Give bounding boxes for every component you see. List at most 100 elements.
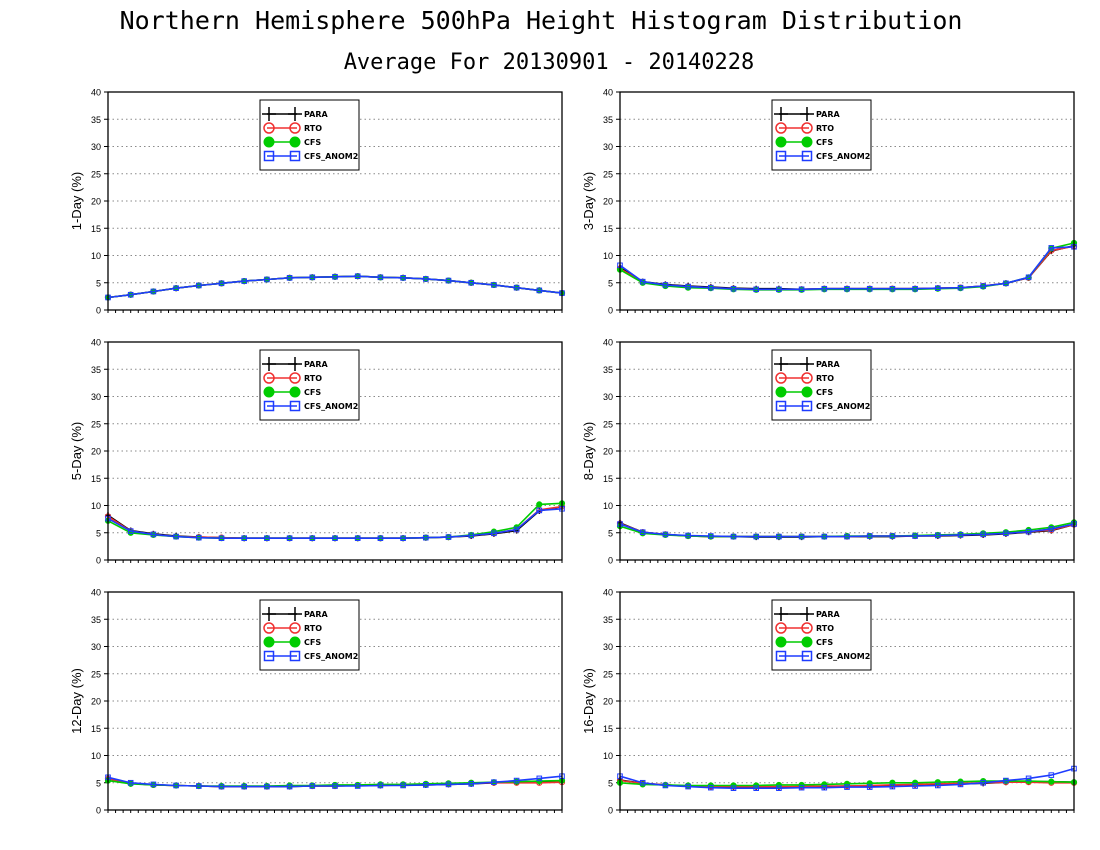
- cfs-anom2-marker: [935, 285, 941, 291]
- legend: PARA RTO CFS CFS_ANOM2: [771, 599, 872, 671]
- legend-box: [259, 99, 360, 171]
- cfs-anom2-marker: [173, 533, 179, 540]
- cfs-anom2-marker: [150, 288, 157, 295]
- y-tick-label: 35: [603, 615, 613, 625]
- series-line-cfs-anom2: [619, 523, 1075, 538]
- cfs-anom2-marker: [309, 274, 316, 281]
- cfs-marker: [263, 136, 275, 148]
- cfs-anom2-marker: [980, 531, 987, 538]
- y-tick-label: 15: [603, 474, 613, 484]
- cfs-marker: [801, 636, 813, 648]
- rto-marker: [775, 622, 787, 634]
- y-tick-label: 5: [608, 778, 613, 788]
- cfs-anom2-marker: [196, 783, 202, 789]
- series-line-cfs-anom2: [107, 508, 563, 540]
- cfs-anom2-marker: [866, 285, 873, 292]
- cfs-anom2-marker: [639, 779, 646, 786]
- y-tick-label: 20: [603, 197, 613, 207]
- cfs-marker: [775, 386, 787, 398]
- legend: PARA RTO CFS CFS_ANOM2: [771, 349, 872, 421]
- cfs-anom2-marker: [286, 275, 293, 281]
- cfs-anom2-marker: [935, 532, 941, 539]
- cfs-anom2-marker: [264, 783, 270, 790]
- cfs-anom2-marker: [1003, 777, 1009, 784]
- cfs-anom2-marker: [377, 782, 384, 789]
- y-tick-label: 0: [96, 556, 101, 566]
- legend-label: PARA: [816, 610, 840, 619]
- cfs-anom2-marker: [753, 533, 760, 540]
- y-tick-label: 20: [91, 447, 101, 457]
- cfs-anom2-marker: [1003, 530, 1009, 537]
- legend-box: [259, 599, 360, 671]
- cfs-anom2-marker: [980, 779, 987, 786]
- rto-marker: [775, 122, 787, 134]
- cfs-anom2-marker: [354, 535, 361, 542]
- legend-box: [771, 349, 872, 421]
- legend-label: RTO: [304, 374, 322, 383]
- cfs-marker: [289, 636, 301, 648]
- cfs-marker: [801, 386, 813, 398]
- series-line-cfs-anom2: [107, 775, 563, 788]
- cfs-anom2-marker: [662, 282, 669, 288]
- y-tick-label: 20: [603, 697, 613, 707]
- cfs-anom2-marker: [263, 650, 275, 662]
- y-tick-label: 30: [91, 642, 101, 652]
- cfs-anom2-marker: [775, 400, 787, 412]
- cfs-anom2-marker: [753, 785, 760, 792]
- figure-title: Northern Hemisphere 500hPa Height Histog…: [120, 6, 963, 35]
- cfs-anom2-marker: [354, 783, 361, 789]
- legend-label: RTO: [816, 124, 834, 133]
- cfs-anom2-marker: [309, 535, 316, 542]
- cfs-anom2-marker: [423, 276, 429, 282]
- legend: PARA RTO CFS CFS_ANOM2: [259, 99, 360, 171]
- legend-label: CFS: [816, 138, 833, 147]
- y-tick-label: 20: [91, 697, 101, 707]
- series-line-cfs-anom2: [107, 275, 563, 299]
- legend-label: CFS_ANOM2: [304, 402, 358, 411]
- y-axis-label: 5-Day (%): [69, 422, 84, 481]
- cfs-anom2-marker: [377, 535, 384, 542]
- y-tick-label: 25: [603, 419, 613, 429]
- cfs-anom2-marker: [445, 534, 452, 540]
- cfs-marker: [801, 136, 813, 148]
- legend: PARA RTO CFS CFS_ANOM2: [771, 99, 872, 171]
- cfs-anom2-marker: [1025, 775, 1032, 782]
- cfs-anom2-marker: [730, 785, 737, 792]
- y-axis-label: 1-Day (%): [69, 172, 84, 231]
- rto-marker: [801, 122, 813, 134]
- cfs-anom2-marker: [332, 783, 338, 789]
- y-tick-label: 30: [603, 642, 613, 652]
- cfs-anom2-marker: [491, 530, 497, 537]
- cfs-anom2-marker: [889, 783, 896, 790]
- cfs-anom2-marker: [218, 535, 225, 542]
- cfs-anom2-marker: [468, 532, 474, 539]
- cfs-anom2-marker: [400, 782, 406, 789]
- y-tick-label: 5: [608, 528, 613, 538]
- rto-marker: [801, 622, 813, 634]
- y-tick-label: 35: [91, 615, 101, 625]
- cfs-marker: [289, 386, 301, 398]
- cfs-anom2-marker: [491, 779, 497, 786]
- cfs-anom2-marker: [798, 784, 805, 791]
- y-tick-label: 10: [603, 751, 613, 761]
- legend-label: PARA: [304, 360, 328, 369]
- cfs-anom2-marker: [821, 285, 828, 292]
- cfs-anom2-marker: [798, 533, 805, 540]
- cfs-anom2-marker: [1025, 528, 1032, 535]
- legend-box: [259, 349, 360, 421]
- cfs-anom2-marker: [173, 782, 179, 789]
- cfs-anom2-marker: [1003, 280, 1009, 287]
- cfs-anom2-marker: [801, 150, 813, 162]
- y-tick-label: 15: [91, 474, 101, 484]
- cfs-anom2-marker: [912, 285, 918, 292]
- legend-label: RTO: [304, 124, 322, 133]
- y-tick-label: 35: [603, 115, 613, 125]
- cfs-anom2-marker: [173, 285, 179, 291]
- cfs-anom2-marker: [708, 533, 714, 539]
- rto-marker: [289, 622, 301, 634]
- cfs-anom2-marker: [1048, 772, 1055, 778]
- cfs-anom2-marker: [491, 282, 497, 288]
- cfs-anom2-marker: [889, 285, 896, 292]
- cfs-anom2-marker: [730, 533, 737, 540]
- y-tick-label: 40: [91, 88, 101, 98]
